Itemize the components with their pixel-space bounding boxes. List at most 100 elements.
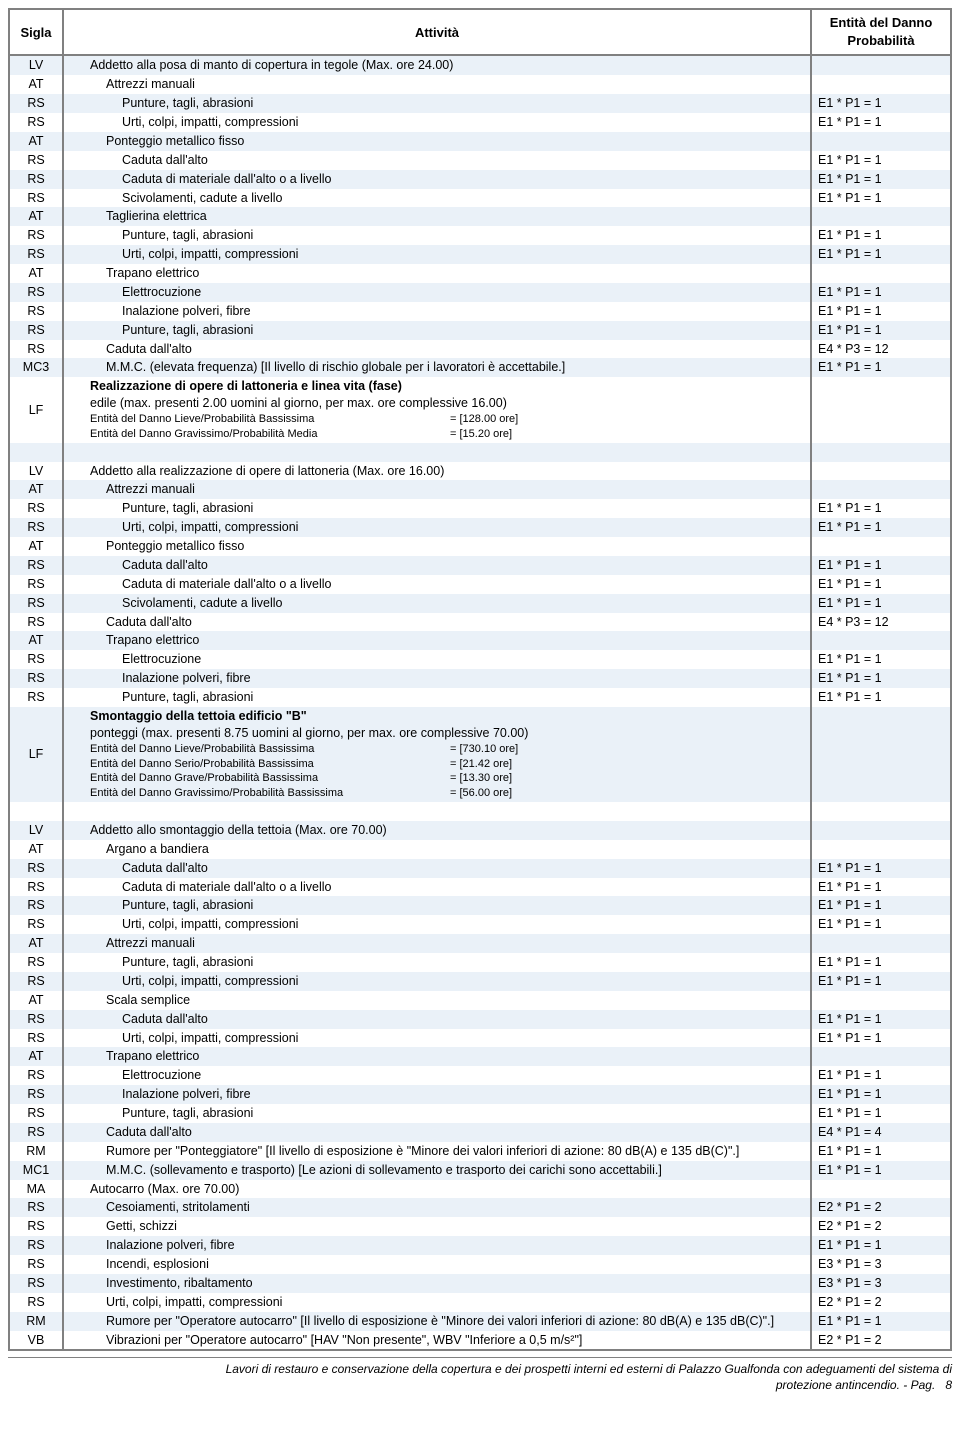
cell-attivita: Ponteggio metallico fisso bbox=[63, 537, 811, 556]
header-attivita: Attività bbox=[63, 9, 811, 55]
entita-value: = [21.42 ore] bbox=[450, 757, 512, 772]
cell-danno: E2 * P1 = 2 bbox=[811, 1198, 951, 1217]
cell-danno bbox=[811, 207, 951, 226]
activity-text: Attrezzi manuali bbox=[70, 76, 804, 93]
cell-danno: E1 * P1 = 1 bbox=[811, 859, 951, 878]
activity-text: M.M.C. (elevata frequenza) [Il livello d… bbox=[70, 359, 804, 376]
activity-text: Argano a bandiera bbox=[70, 841, 804, 858]
entita-label: Entità del Danno Serio/Probabilità Bassi… bbox=[90, 757, 450, 772]
activity-text: Vibrazioni per "Operatore autocarro" [HA… bbox=[70, 1332, 804, 1349]
activity-text: Scala semplice bbox=[70, 992, 804, 1009]
cell-danno: E3 * P1 = 3 bbox=[811, 1274, 951, 1293]
footer-page-number: 8 bbox=[945, 1378, 952, 1392]
cell-attivita: Attrezzi manuali bbox=[63, 934, 811, 953]
activity-text: Investimento, ribaltamento bbox=[70, 1275, 804, 1292]
cell-sigla: RS bbox=[9, 189, 63, 208]
activity-text: Punture, tagli, abrasioni bbox=[70, 897, 804, 914]
table-row: LVAddetto alla realizzazione di opere di… bbox=[9, 462, 951, 481]
activity-text: Urti, colpi, impatti, compressioni bbox=[70, 973, 804, 990]
activity-text: Scivolamenti, cadute a livello bbox=[70, 190, 804, 207]
cell-attivita: Urti, colpi, impatti, compressioni bbox=[63, 1029, 811, 1048]
table-row: RSCaduta dall'altoE1 * P1 = 1 bbox=[9, 151, 951, 170]
activity-text: Elettrocuzione bbox=[70, 284, 804, 301]
activity-text: Addetto alla posa di manto di copertura … bbox=[70, 57, 804, 74]
table-row: RSInalazione polveri, fibreE1 * P1 = 1 bbox=[9, 669, 951, 688]
cell-sigla: RS bbox=[9, 1274, 63, 1293]
cell-sigla: RS bbox=[9, 669, 63, 688]
table-row: RMRumore per "Operatore autocarro" [Il l… bbox=[9, 1312, 951, 1331]
table-row: ATArgano a bandiera bbox=[9, 840, 951, 859]
activity-text: Scivolamenti, cadute a livello bbox=[70, 595, 804, 612]
header-danno-line1: Entità del Danno bbox=[830, 15, 933, 30]
cell-attivita: Investimento, ribaltamento bbox=[63, 1274, 811, 1293]
cell-attivita: Inalazione polveri, fibre bbox=[63, 302, 811, 321]
cell-attivita: Urti, colpi, impatti, compressioni bbox=[63, 113, 811, 132]
cell-attivita: M.M.C. (elevata frequenza) [Il livello d… bbox=[63, 358, 811, 377]
cell-danno: E2 * P1 = 2 bbox=[811, 1293, 951, 1312]
table-row: MC1M.M.C. (sollevamento e trasporto) [Le… bbox=[9, 1161, 951, 1180]
activity-text: Punture, tagli, abrasioni bbox=[70, 500, 804, 517]
cell-sigla: MA bbox=[9, 1180, 63, 1199]
cell-danno: E1 * P1 = 1 bbox=[811, 915, 951, 934]
cell-attivita: Smontaggio della tettoia edificio "B"pon… bbox=[63, 707, 811, 802]
cell-danno bbox=[811, 840, 951, 859]
risk-table: Sigla Attività Entità del Danno Probabil… bbox=[8, 8, 952, 1351]
activity-text: Punture, tagli, abrasioni bbox=[70, 322, 804, 339]
cell-danno: E1 * P1 = 1 bbox=[811, 1029, 951, 1048]
cell-sigla: RS bbox=[9, 302, 63, 321]
cell-attivita: Caduta dall'alto bbox=[63, 859, 811, 878]
cell-danno bbox=[811, 991, 951, 1010]
cell-attivita: Cesoiamenti, stritolamenti bbox=[63, 1198, 811, 1217]
cell-danno: E1 * P1 = 1 bbox=[811, 669, 951, 688]
cell-attivita: M.M.C. (sollevamento e trasporto) [Le az… bbox=[63, 1161, 811, 1180]
table-row: RSCaduta dall'altoE4 * P3 = 12 bbox=[9, 613, 951, 632]
table-row: RSElettrocuzioneE1 * P1 = 1 bbox=[9, 1066, 951, 1085]
cell-danno: E1 * P1 = 1 bbox=[811, 499, 951, 518]
activity-text: Punture, tagli, abrasioni bbox=[70, 227, 804, 244]
cell-danno: E1 * P1 = 1 bbox=[811, 575, 951, 594]
activity-text: Elettrocuzione bbox=[70, 1067, 804, 1084]
cell-danno: E1 * P1 = 1 bbox=[811, 1010, 951, 1029]
cell-attivita: Punture, tagli, abrasioni bbox=[63, 499, 811, 518]
table-row: RSCaduta di materiale dall'alto o a live… bbox=[9, 575, 951, 594]
cell-attivita: Caduta di materiale dall'alto o a livell… bbox=[63, 878, 811, 897]
table-row: VBVibrazioni per "Operatore autocarro" [… bbox=[9, 1331, 951, 1351]
activity-text: Ponteggio metallico fisso bbox=[70, 538, 804, 555]
activity-text: Punture, tagli, abrasioni bbox=[70, 954, 804, 971]
cell-sigla: RS bbox=[9, 972, 63, 991]
cell-sigla: RS bbox=[9, 518, 63, 537]
table-row: RSCaduta di materiale dall'alto o a live… bbox=[9, 878, 951, 897]
cell-sigla: RS bbox=[9, 113, 63, 132]
cell-danno bbox=[811, 377, 951, 442]
cell-danno: E1 * P1 = 1 bbox=[811, 594, 951, 613]
cell-danno: E1 * P1 = 1 bbox=[811, 358, 951, 377]
cell-attivita: Urti, colpi, impatti, compressioni bbox=[63, 972, 811, 991]
cell-sigla: RS bbox=[9, 321, 63, 340]
activity-text: Caduta di materiale dall'alto o a livell… bbox=[70, 171, 804, 188]
cell-sigla: RS bbox=[9, 499, 63, 518]
table-row: RSInalazione polveri, fibreE1 * P1 = 1 bbox=[9, 1085, 951, 1104]
cell-sigla: AT bbox=[9, 631, 63, 650]
cell-sigla: RS bbox=[9, 1123, 63, 1142]
table-row: RSUrti, colpi, impatti, compressioniE1 *… bbox=[9, 1029, 951, 1048]
cell-attivita: Inalazione polveri, fibre bbox=[63, 669, 811, 688]
cell-danno: E1 * P1 = 1 bbox=[811, 321, 951, 340]
table-row: ATTaglierina elettrica bbox=[9, 207, 951, 226]
cell-sigla: RS bbox=[9, 1255, 63, 1274]
cell-danno: E1 * P1 = 1 bbox=[811, 113, 951, 132]
cell-attivita: Punture, tagli, abrasioni bbox=[63, 688, 811, 707]
cell-sigla: RS bbox=[9, 613, 63, 632]
cell-danno: E1 * P1 = 1 bbox=[811, 896, 951, 915]
cell-attivita: Rumore per "Operatore autocarro" [Il liv… bbox=[63, 1312, 811, 1331]
activity-text: Urti, colpi, impatti, compressioni bbox=[70, 1294, 804, 1311]
entita-value: = [56.00 ore] bbox=[450, 786, 512, 801]
cell-sigla: LV bbox=[9, 821, 63, 840]
table-row: ATTrapano elettrico bbox=[9, 264, 951, 283]
table-row: ATAttrezzi manuali bbox=[9, 480, 951, 499]
cell-danno: E1 * P1 = 1 bbox=[811, 189, 951, 208]
activity-text: Inalazione polveri, fibre bbox=[70, 1086, 804, 1103]
activity-text: Caduta dall'alto bbox=[70, 860, 804, 877]
cell-danno: E1 * P1 = 1 bbox=[811, 1142, 951, 1161]
cell-sigla: AT bbox=[9, 934, 63, 953]
table-row: RSScivolamenti, cadute a livelloE1 * P1 … bbox=[9, 594, 951, 613]
